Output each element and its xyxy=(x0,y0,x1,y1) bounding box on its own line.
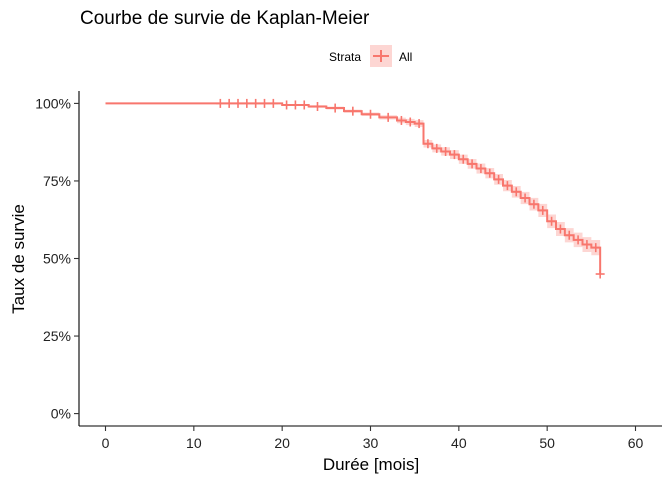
y-tick-label: 100% xyxy=(35,95,71,111)
censor-mark xyxy=(591,243,601,253)
censor-mark xyxy=(405,117,415,127)
censor-mark xyxy=(494,174,504,184)
x-tick-label: 20 xyxy=(274,435,290,451)
censor-mark xyxy=(441,146,451,156)
censor-mark xyxy=(538,205,548,215)
legend-label-all: All xyxy=(399,50,412,64)
plot-area xyxy=(105,98,605,279)
censor-mark xyxy=(260,98,269,108)
y-axis: 0% 25% 50% 75% 100% xyxy=(35,95,79,422)
censor-mark xyxy=(547,216,557,226)
censor-mark xyxy=(299,100,309,110)
censor-mark xyxy=(595,269,605,279)
x-axis: 0 10 20 30 40 50 60 xyxy=(102,426,644,451)
legend: Strata All xyxy=(329,45,412,67)
x-tick-label: 60 xyxy=(628,435,644,451)
censor-mark xyxy=(432,143,442,153)
legend-title: Strata xyxy=(329,50,361,64)
censor-mark xyxy=(242,98,252,108)
censor-mark xyxy=(564,230,574,240)
confidence-ribbon xyxy=(105,103,601,256)
censor-mark xyxy=(467,159,477,169)
censor-mark xyxy=(282,100,292,110)
censor-mark xyxy=(330,103,340,113)
censor-mark xyxy=(449,150,459,160)
censor-marks xyxy=(215,98,605,279)
censor-mark xyxy=(348,106,358,116)
censor-mark xyxy=(224,98,234,108)
x-tick-label: 0 xyxy=(102,435,110,451)
censor-mark xyxy=(233,98,243,108)
x-tick-label: 30 xyxy=(363,435,379,451)
x-tick-label: 50 xyxy=(539,435,555,451)
censor-mark xyxy=(555,224,565,234)
censor-mark xyxy=(511,187,521,197)
x-axis-title: Durée [mois] xyxy=(323,455,419,474)
y-tick-label: 25% xyxy=(43,328,71,344)
y-tick-label: 75% xyxy=(43,173,71,189)
x-tick-label: 10 xyxy=(186,435,202,451)
chart-title: Courbe de survie de Kaplan-Meier xyxy=(80,8,370,29)
censor-mark xyxy=(573,235,583,245)
censor-mark xyxy=(582,240,592,250)
y-tick-label: 0% xyxy=(51,406,71,422)
y-axis-title: Taux de survie xyxy=(9,204,28,314)
censor-mark xyxy=(251,98,261,108)
censor-mark xyxy=(366,109,375,119)
x-tick-label: 40 xyxy=(451,435,467,451)
censor-mark xyxy=(485,168,495,178)
censor-mark xyxy=(502,181,512,191)
censor-mark xyxy=(290,100,300,110)
censor-mark xyxy=(520,193,530,203)
censor-mark xyxy=(313,102,322,112)
censor-mark xyxy=(476,164,486,174)
censor-mark xyxy=(396,115,406,125)
censor-mark xyxy=(529,199,539,209)
censor-mark xyxy=(215,98,225,108)
censor-mark xyxy=(268,98,278,108)
censor-mark xyxy=(383,112,393,122)
y-tick-label: 50% xyxy=(43,251,71,267)
censor-mark xyxy=(458,154,468,164)
censor-mark xyxy=(423,139,433,149)
censor-mark xyxy=(414,119,424,129)
survival-curve xyxy=(105,102,602,275)
